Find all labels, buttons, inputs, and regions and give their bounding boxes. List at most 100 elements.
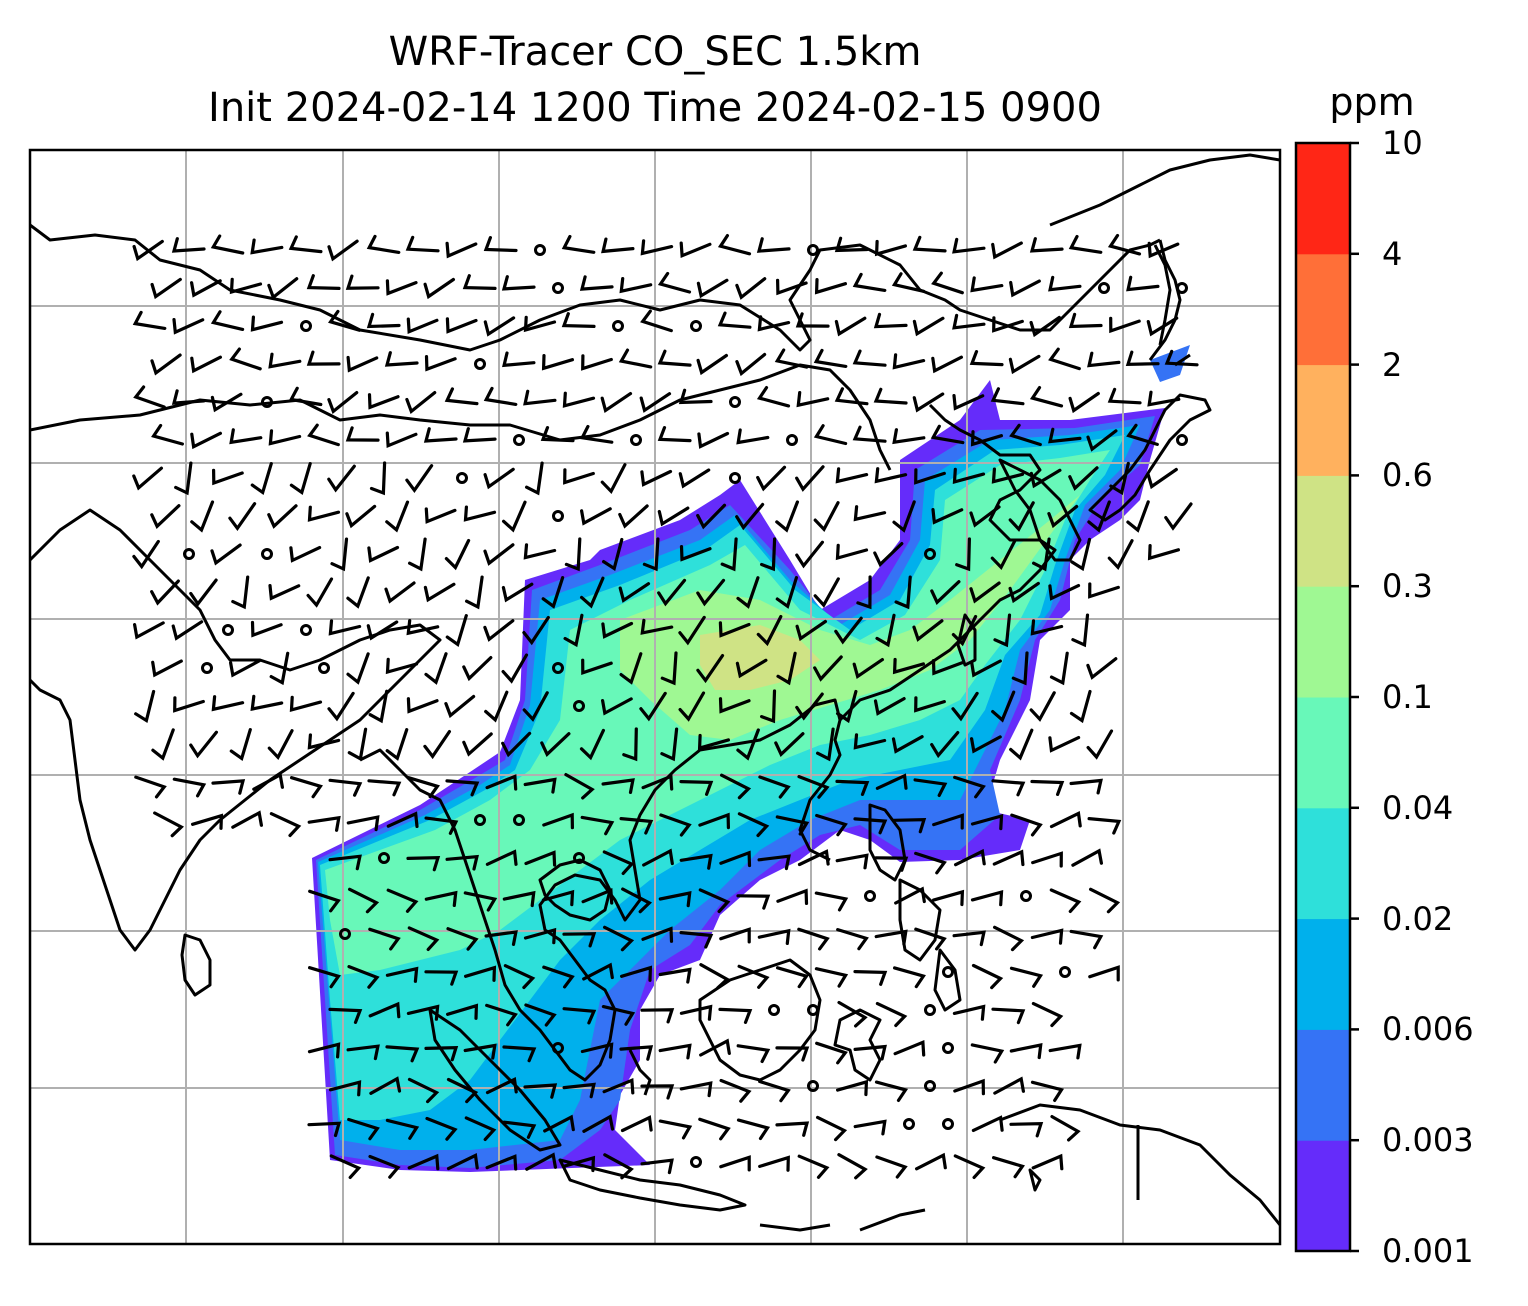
wind-barb [640,239,674,256]
wind-barb [640,618,674,635]
wind-barb [211,695,245,712]
wind-barb [1049,810,1082,829]
wind-barb [288,235,323,254]
wind-barb [579,728,605,761]
wind-barb [424,507,457,524]
colorbar-tick-label: 0.003 [1382,1121,1474,1160]
wind-barb [836,928,869,951]
wind-barb [580,576,605,609]
wind-barb [931,659,964,676]
map-gridlines [30,150,1280,1244]
wind-barb [367,779,402,797]
wind-barb [582,962,614,981]
wind-barb [601,621,634,639]
sri-lanka [180,933,212,997]
wind-barb [603,1153,634,1180]
wind-barb [875,613,896,648]
wind-barb [776,966,809,989]
wind-barb [174,461,193,496]
wind-barb [736,728,760,761]
china-east-coast [838,403,1057,722]
colorbar-units: ppm [1329,80,1415,124]
small-islands [628,1049,1042,1232]
calm-marker [690,1156,702,1168]
wind-barb [133,621,165,640]
calm-marker [807,1080,819,1092]
wind-barb [580,1042,614,1059]
wind-barb [1031,1002,1064,1028]
wind-barb [775,1046,810,1062]
calm-marker [552,282,564,294]
wind-barb [1009,279,1041,298]
wind-barb [133,385,166,409]
wind-barb [462,274,497,290]
wind-barb [445,614,468,647]
wind-barb [815,1041,848,1065]
wind-barb [306,350,341,366]
wind-barb [914,468,946,485]
wind-barb [190,431,222,450]
wind-barb [678,615,706,646]
calm-marker [1020,890,1032,902]
wind-barb [834,316,867,337]
wind-barb [970,735,1002,754]
wind-barb [132,310,167,330]
wind-barb [875,1002,908,1028]
calm-marker [318,662,330,674]
calm-marker [552,510,564,522]
wind-barb [1068,466,1099,491]
wind-barb [1086,657,1118,680]
wind-barb [736,894,771,910]
wind-barb [523,543,557,560]
wind-barb [1030,619,1064,636]
wind-barb [891,735,924,754]
colorbar-tick-label: 0.3 [1382,567,1433,606]
wind-barb [346,576,370,609]
wind-barb [912,235,947,253]
wind-barb [348,887,380,914]
wind-barb [385,1045,420,1063]
wind-barb [1008,501,1035,532]
wind-barb [894,575,912,610]
wind-barb [327,691,355,722]
wind-barb [1126,275,1160,292]
wind-barb [445,779,480,797]
wind-barb [1048,347,1081,371]
wind-barb [231,575,250,610]
wind-barb [525,461,544,496]
calm-marker [513,434,525,446]
colorbar-tick-label: 4 [1382,234,1403,273]
wind-barb [640,1008,675,1024]
colorbar-tick-label: 0.1 [1382,678,1433,716]
wind-barb [952,237,986,254]
wind-barb [736,576,760,609]
calm-marker [474,358,486,370]
wind-barb [914,927,947,951]
wind-barb [757,854,791,871]
wind-barb [892,353,926,370]
wind-barb [330,537,349,572]
wind-barb [892,657,925,675]
wind-barb [1048,275,1082,292]
wind-barb [1126,500,1150,533]
wind-barb [657,578,687,607]
wind-barb [407,776,440,799]
wind-barb [757,315,791,332]
wind-barb [328,1007,363,1024]
wind-barb [1029,237,1064,253]
wind-barb [171,620,204,641]
wind-barb [347,965,380,989]
wind-barb [562,391,596,408]
wind-barb [679,780,714,796]
colorbar-segment [1296,918,1350,1030]
wind-barb [641,926,674,943]
wind-barb [796,391,830,408]
wind-barb [874,929,908,946]
wind-barb [328,619,362,636]
wind-barb [932,889,965,907]
wind-barb [1086,429,1118,452]
wind-barb [893,966,926,989]
wind-barb [562,932,597,948]
wind-barb [969,350,1004,367]
